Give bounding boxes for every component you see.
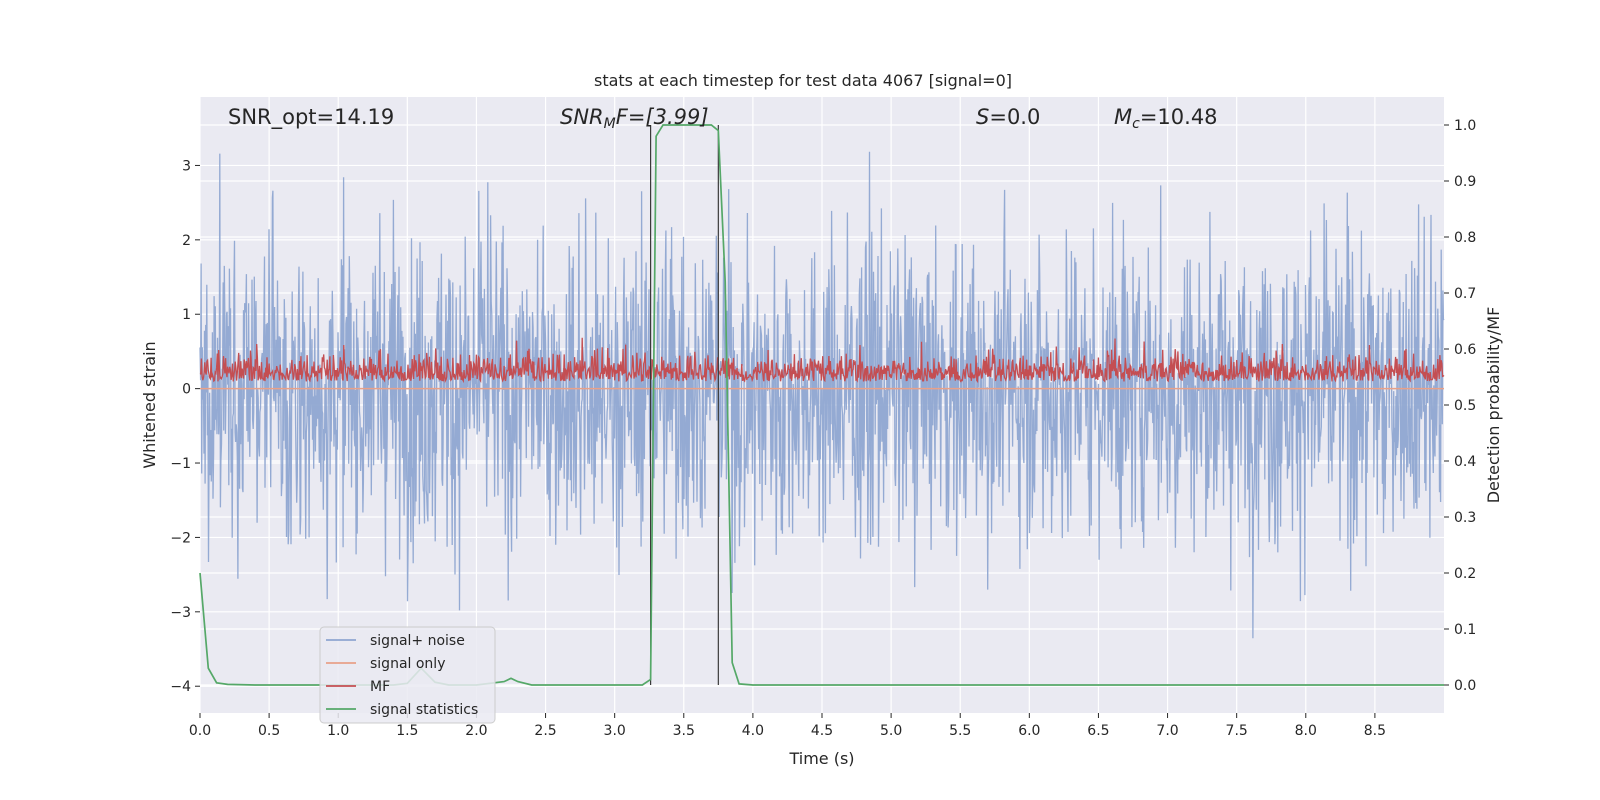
y-right-tick-label-6: 0.4 <box>1454 454 1476 470</box>
x-tick-label-15: 7.5 <box>1226 723 1248 739</box>
annotation-mc-rest: =10.48 <box>1140 105 1218 129</box>
x-tick-label-3: 1.5 <box>396 723 418 739</box>
annotation-mc-symbol: M <box>1114 105 1132 129</box>
annotation-snr-mf-rest: F=[3.99] <box>616 105 709 129</box>
legend-label-2: MF <box>370 679 390 695</box>
legend-label-3: signal statistics <box>370 702 478 718</box>
legend: signal+ noise signal only MF signal statist… <box>319 626 496 724</box>
x-tick-label-17: 8.5 <box>1364 723 1386 739</box>
y-left-tick-label-7: −4 <box>170 679 191 695</box>
annotation-s-symbol: S <box>976 105 989 129</box>
y-left-tick-label-0: 3 <box>182 158 191 174</box>
y-right-tick-label-1: 0.9 <box>1454 174 1476 190</box>
x-tick-label-12: 6.0 <box>1018 723 1040 739</box>
y-left-tick-label-1: 2 <box>182 233 191 249</box>
chart-title: stats at each timestep for test data 406… <box>594 71 1012 90</box>
y-right-tick-label-9: 0.1 <box>1454 622 1476 638</box>
y-right-tick-label-0: 1.0 <box>1454 118 1476 134</box>
y-right-tick-label-10: 0.0 <box>1454 678 1476 694</box>
annotation-snr-mf: SNRMF=[3.99] <box>560 105 709 132</box>
annotation-s: S=0.0 <box>976 105 1040 129</box>
legend-label-1: signal only <box>370 656 445 672</box>
x-tick-label-5: 2.5 <box>534 723 556 739</box>
y-left-tick-label-3: 0 <box>182 382 191 398</box>
x-axis-label: Time (s) <box>788 749 854 768</box>
x-tick-label-13: 6.5 <box>1087 723 1109 739</box>
legend-label-0: signal+ noise <box>370 633 465 649</box>
x-tick-label-7: 3.5 <box>673 723 695 739</box>
y-left-tick-label-2: 1 <box>182 307 191 323</box>
y-left-tick-label-6: −3 <box>170 605 191 621</box>
y-left-tick-label-4: −1 <box>170 456 191 472</box>
annotation-snr-mf-symbol: SNR <box>560 105 604 129</box>
x-tick-label-6: 3.0 <box>604 723 626 739</box>
y-right-axis-label: Detection probability/MF <box>1484 307 1503 504</box>
series-mf <box>199 337 1445 384</box>
y-right-tick-label-8: 0.2 <box>1454 566 1476 582</box>
y-left-axis-ticks: 3 2 1 0 −1 −2 −3 −4 <box>170 158 200 695</box>
x-tick-label-14: 7.0 <box>1156 723 1178 739</box>
y-right-tick-label-2: 0.8 <box>1454 230 1476 246</box>
y-left-axis-label: Whitened strain <box>140 341 159 468</box>
x-tick-label-2: 1.0 <box>327 723 349 739</box>
annotation-snr-mf-subscript: M <box>604 116 616 132</box>
y-left-tick-label-5: −2 <box>170 530 191 546</box>
y-right-tick-label-3: 0.7 <box>1454 286 1476 302</box>
y-right-tick-label-4: 0.6 <box>1454 342 1476 358</box>
x-tick-label-8: 4.0 <box>742 723 764 739</box>
annotation-mc-subscript: c <box>1132 116 1140 132</box>
x-tick-label-9: 4.5 <box>811 723 833 739</box>
annotation-snr-opt: SNR_opt=14.19 <box>228 105 394 130</box>
y-right-axis-ticks: 1.0 0.9 0.8 0.7 0.6 0.5 0.4 0.3 0.2 0.1 0.0 <box>1444 118 1476 694</box>
y-right-tick-label-7: 0.3 <box>1454 510 1476 526</box>
x-axis-ticks: 0.0 0.5 1.0 1.5 2.0 2.5 3.0 3.5 4.0 4.5 5.0 5.5 6.0 6… <box>189 713 1386 739</box>
x-tick-label-10: 5.0 <box>880 723 902 739</box>
x-tick-label-1: 0.5 <box>258 723 280 739</box>
annotation-mc: Mc=10.48 <box>1114 105 1218 132</box>
x-tick-label-16: 8.0 <box>1295 723 1317 739</box>
x-tick-label-4: 2.0 <box>465 723 487 739</box>
legend-frame <box>319 626 496 724</box>
x-tick-label-0: 0.0 <box>189 723 211 739</box>
x-tick-label-11: 5.5 <box>949 723 971 739</box>
y-right-tick-label-5: 0.5 <box>1454 398 1476 414</box>
annotation-s-rest: =0.0 <box>989 105 1040 129</box>
